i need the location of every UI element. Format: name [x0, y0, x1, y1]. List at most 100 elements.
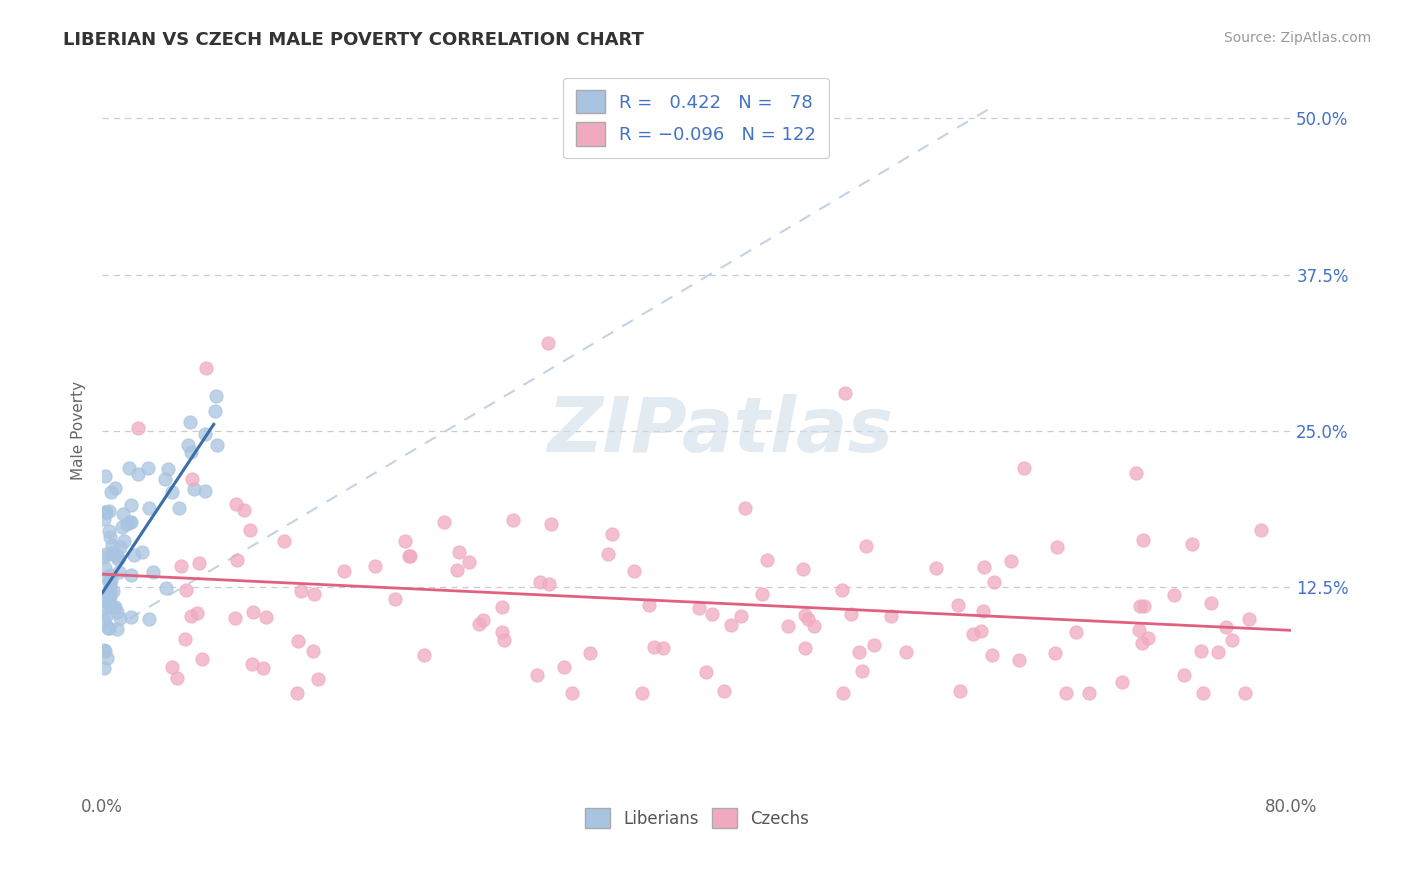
Point	[363, 559, 385, 574]
Point	[925, 560, 948, 574]
Point	[720, 618, 742, 632]
Point	[894, 646, 917, 660]
Text: Source: ZipAtlas.com: Source: ZipAtlas.com	[1223, 31, 1371, 45]
Point	[120, 515, 142, 529]
Point	[115, 517, 138, 532]
Point	[100, 485, 122, 500]
Point	[100, 573, 122, 587]
Point	[457, 555, 479, 569]
Point	[1189, 643, 1212, 657]
Point	[793, 640, 815, 655]
Point	[973, 560, 995, 574]
Point	[160, 660, 183, 674]
Point	[156, 462, 179, 476]
Point	[104, 549, 127, 563]
Point	[93, 643, 115, 657]
Point	[180, 472, 202, 486]
Point	[190, 651, 212, 665]
Point	[1192, 686, 1215, 700]
Point	[398, 549, 420, 563]
Point	[447, 545, 470, 559]
Point	[970, 624, 993, 638]
Point	[100, 568, 122, 582]
Point	[797, 612, 820, 626]
Point	[93, 644, 115, 658]
Point	[695, 665, 717, 680]
Point	[623, 564, 645, 578]
Point	[98, 598, 121, 612]
Point	[136, 461, 159, 475]
Point	[94, 505, 117, 519]
Point	[120, 568, 142, 582]
Point	[225, 497, 247, 511]
Point	[108, 611, 131, 625]
Point	[491, 624, 513, 639]
Point	[1132, 533, 1154, 547]
Point	[1237, 612, 1260, 626]
Point	[792, 562, 814, 576]
Point	[540, 517, 562, 532]
Point	[242, 606, 264, 620]
Point	[240, 657, 263, 671]
Point	[194, 483, 217, 498]
Point	[138, 612, 160, 626]
Point	[94, 469, 117, 483]
Point	[578, 646, 600, 660]
Point	[972, 603, 994, 617]
Point	[1125, 466, 1147, 480]
Point	[93, 549, 115, 564]
Point	[180, 609, 202, 624]
Point	[96, 570, 118, 584]
Point	[643, 640, 665, 654]
Point	[100, 538, 122, 552]
Point	[131, 544, 153, 558]
Point	[755, 553, 778, 567]
Point	[301, 644, 323, 658]
Point	[108, 540, 131, 554]
Point	[97, 600, 120, 615]
Point	[834, 386, 856, 401]
Point	[492, 633, 515, 648]
Point	[94, 561, 117, 575]
Point	[399, 549, 422, 563]
Point	[98, 504, 121, 518]
Point	[794, 608, 817, 623]
Point	[880, 609, 903, 624]
Point	[831, 583, 853, 598]
Point	[529, 575, 551, 590]
Point	[333, 564, 356, 578]
Point	[948, 684, 970, 698]
Point	[848, 645, 870, 659]
Text: LIBERIAN VS CZECH MALE POVERTY CORRELATION CHART: LIBERIAN VS CZECH MALE POVERTY CORRELATI…	[63, 31, 644, 49]
Point	[734, 501, 756, 516]
Point	[160, 484, 183, 499]
Point	[233, 503, 256, 517]
Text: ZIPatlas: ZIPatlas	[547, 393, 894, 467]
Point	[1008, 653, 1031, 667]
Point	[112, 534, 135, 549]
Point	[526, 668, 548, 682]
Point	[803, 618, 825, 632]
Point	[174, 632, 197, 646]
Point	[142, 566, 165, 580]
Point	[98, 577, 121, 591]
Point	[1111, 674, 1133, 689]
Point	[167, 501, 190, 516]
Point	[776, 619, 799, 633]
Point	[1233, 686, 1256, 700]
Point	[225, 553, 247, 567]
Point	[205, 389, 228, 403]
Point	[188, 556, 211, 570]
Point	[1128, 623, 1150, 637]
Point	[596, 547, 619, 561]
Point	[413, 648, 436, 662]
Point	[105, 606, 128, 620]
Point	[98, 530, 121, 544]
Point	[107, 552, 129, 566]
Point	[1012, 461, 1035, 475]
Legend: Liberians, Czechs: Liberians, Czechs	[578, 801, 815, 835]
Point	[832, 686, 855, 700]
Point	[94, 505, 117, 519]
Point	[107, 622, 129, 636]
Point	[239, 523, 262, 537]
